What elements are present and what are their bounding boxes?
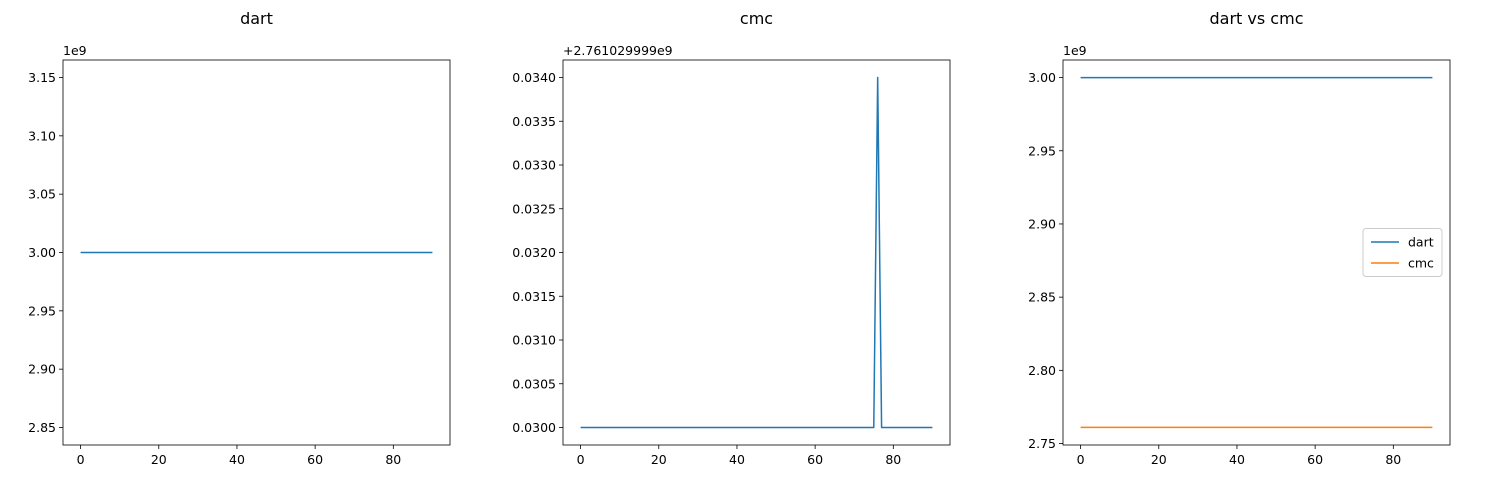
series-line-series-1 [580,76,933,429]
legend-label-dart: dart [1408,235,1434,250]
y-tick-label: 2.80 [1028,363,1056,378]
axis-offset-text: +2.761029999e9 [563,43,673,58]
y-tick-label: 0.0325 [512,201,556,216]
x-tick-label: 20 [151,452,167,467]
chart-title: dart [240,9,273,28]
legend: dart cmc [1362,228,1443,277]
y-tick-label: 3.10 [28,128,56,143]
y-tick-label: 0.0320 [512,245,556,260]
y-tick-label: 0.0330 [512,158,556,173]
y-tick-label: 3.05 [28,187,56,202]
x-tick-label: 80 [1385,452,1401,467]
y-tick-label: 3.00 [1028,70,1056,85]
chart-title: cmc [740,9,773,28]
x-tick-label: 20 [651,452,667,467]
x-tick-label: 80 [885,452,901,467]
x-tick-label: 60 [807,452,823,467]
y-tick-label: 2.85 [28,420,56,435]
chart-panel-3: dart vs cmc 1e9 0 20 40 60 80 2.75 2.80 2.85 2.90 2… [1028,9,1451,467]
y-tick-label: 0.0305 [512,376,556,391]
axis-offset-text: 1e9 [1063,43,1087,58]
y-tick-label: 0.0310 [512,333,556,348]
x-tick-label: 20 [1151,452,1167,467]
x-tick-label: 40 [729,452,745,467]
legend-label-cmc: cmc [1408,256,1434,271]
y-tick-label: 0.0340 [512,70,556,85]
x-tick-label: 0 [1077,452,1085,467]
x-tick-label: 60 [1307,452,1323,467]
y-tick-label: 3.00 [28,245,56,260]
x-tick-label: 80 [385,452,401,467]
x-tick-label: 40 [1229,452,1245,467]
axes-frame [1062,59,1451,446]
y-tick-label: 2.85 [1028,290,1056,305]
y-tick-label: 3.15 [28,70,56,85]
y-tick-label: 0.0315 [512,289,556,304]
x-tick-label: 0 [77,452,85,467]
legend-box [1362,228,1443,277]
x-tick-label: 0 [577,452,585,467]
chart-title: dart vs cmc [1210,9,1304,28]
axes-frame [562,59,951,446]
y-tick-label: 2.90 [28,362,56,377]
y-tick-label: 2.95 [1028,143,1056,158]
y-tick-label: 2.95 [28,303,56,318]
y-tick-label: 0.0300 [512,420,556,435]
y-tick-label: 2.75 [1028,436,1056,451]
y-tick-label: 2.90 [1028,216,1056,231]
y-tick-label: 0.0335 [512,114,556,129]
axis-offset-text: 1e9 [63,43,87,58]
chart-panel-2: cmc +2.761029999e9 0 20 40 60 80 0.0300 0.0305 0.… [512,9,951,467]
axes-frame [62,59,451,446]
x-tick-label: 40 [229,452,245,467]
chart-panel-1: dart 1e9 0 20 40 60 80 2.85 2.90 2.95 3.00 3.05 3.10… [28,9,451,467]
x-tick-label: 60 [307,452,323,467]
